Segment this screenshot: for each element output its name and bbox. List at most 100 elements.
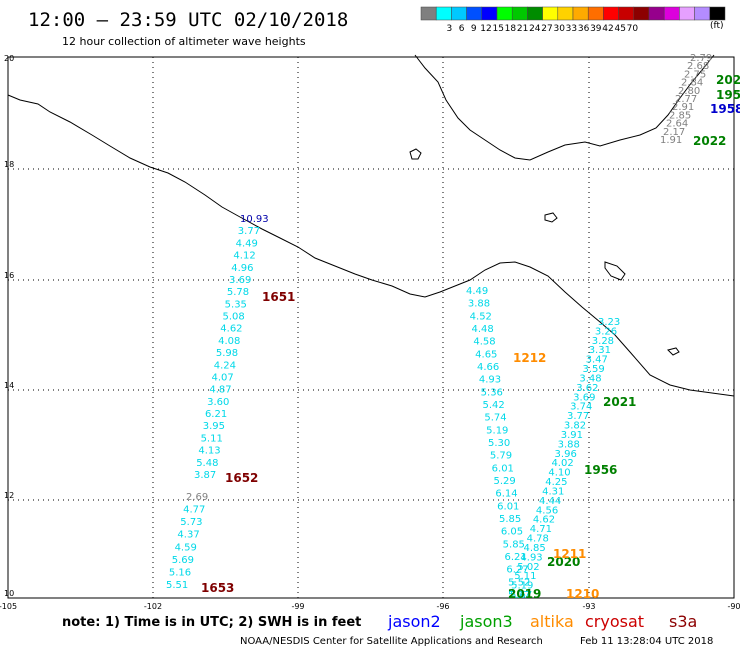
swh-value: 4.37 [177,530,199,541]
colorbar-label: 15 [492,24,503,34]
graticule [8,57,734,598]
colorbar-swatch [572,6,589,21]
lat-tick-label: 20 [4,54,14,63]
colorbar-swatch [435,6,452,21]
pass-time-label: 1211 [553,547,586,561]
swh-value: 6.21 [505,552,527,563]
swh-value: 3.48 [579,373,601,384]
pass-time-label: 1212 [513,351,546,365]
footer-credit: NOAA/NESDIS Center for Satellite Applica… [240,636,543,647]
swh-value: 4.85 [524,543,546,554]
pass-time-label: 1956 [584,463,617,477]
legend-jason3: jason3 [459,612,513,631]
swh-value: 6.01 [497,501,519,512]
colorbar-unit: (ft) [710,21,724,31]
swh-value: 2.77 [675,94,697,105]
swh-value: 3.69 [229,275,251,286]
swh-value: 6.27 [506,565,528,576]
colorbar-label: 27 [541,24,552,34]
colorbar-label: 12 [480,24,491,34]
swh-value: 3.95 [203,421,225,432]
swh-value: 4.65 [475,349,497,360]
footer-timestamp: Feb 11 13:28:04 UTC 2018 [580,636,713,647]
pass-time-label: 1210 [566,587,599,601]
swh-value: 4.93 [520,552,542,563]
swh-value: 4.12 [233,251,255,262]
swh-value: 5.27 [508,590,530,601]
swh-value: 5.48 [196,458,218,469]
colorbar-label: 70 [627,24,639,34]
colorbar-swatch [618,6,635,21]
swh-value: 1.91 [660,135,682,146]
colorbar-swatch [542,6,559,21]
map-frame [7,56,735,599]
swh-value: 2.69 [186,492,208,503]
swh-value: 4.44 [539,496,561,507]
footer-note: note: 1) Time is in UTC; 2) SWH is in fe… [62,615,361,630]
legend-jason2: jason2 [387,612,441,631]
colorbar-label: 18 [505,24,517,34]
island-3 [604,261,626,281]
colorbar-swatch [511,6,528,21]
swh-value: 2.17 [663,127,685,138]
colorbar-swatch [709,6,726,21]
swh-value: 3.88 [468,299,490,310]
swh-value: 2.91 [672,102,694,113]
colorbar-label: 42 [602,24,613,34]
swh-value: 6.21 [205,409,227,420]
colorbar-swatch [633,6,650,21]
swh-value: 4.07 [212,372,234,383]
colorbar-swatch [481,6,498,21]
colorbar-label: 39 [590,24,602,34]
pass-time-label: 2019 [508,587,541,601]
colorbar-swatch [648,6,665,21]
swh-value: 5.36 [481,387,503,398]
swh-value: 5.42 [483,400,505,411]
altimeter-tracks: 10.933.774.494.124.963.695.785.355.084.6… [166,53,712,601]
swh-value: 4.08 [218,336,240,347]
swh-value: 6.05 [501,527,523,538]
swh-value: 5.79 [490,451,512,462]
swh-value: 3.88 [558,439,580,450]
swh-value: 4.48 [472,324,494,335]
swh-value: 4.59 [175,542,197,553]
swh-value: 5.19 [511,581,533,592]
colorbar-swatch [496,6,513,21]
swh-value: 4.87 [209,385,231,396]
swh-value: 4.52 [470,311,492,322]
pass-time-label: 1958 [710,102,740,116]
pass-time-label: 1652 [225,471,258,485]
swh-value: 4.49 [236,238,258,249]
colorbar-label: 21 [517,24,528,34]
colorbar-swatch [663,6,680,21]
colorbar-swatch [603,6,619,21]
legend-altika: altika [530,612,574,631]
map-subtitle: 12 hour collection of altimeter wave hei… [62,35,306,48]
swh-value: 2.84 [681,78,703,89]
swh-value: 5.74 [484,413,506,424]
lat-tick-label: 10 [4,589,14,598]
swh-value: 5.85 [499,514,521,525]
lon-tick-label: -96 [436,602,449,611]
swh-value: 4.77 [183,505,205,516]
lon-tick-label: -99 [291,602,304,611]
latitude-labels: 20 18 16 14 12 10 [4,54,14,598]
colorbar-label: 6 [459,24,465,34]
pass-time-label: 2022 [693,134,726,148]
swh-value: 4.93 [479,375,501,386]
pass-time-label: 1653 [201,581,234,595]
pass-time-label: 195 [716,88,740,102]
coastline [7,54,735,397]
swh-value: 3.28 [592,336,614,347]
mexico-pacific-coast [7,94,735,397]
swh-value: 5.85 [503,539,525,550]
colorbar-label: 3 [447,24,453,34]
swh-value: 5.69 [172,555,194,566]
swh-value: 4.66 [477,362,499,373]
swh-value: 5.19 [486,425,508,436]
swh-value: 2.85 [669,110,691,121]
colorbar-swatch [679,6,695,21]
swh-value: 3.87 [194,470,216,481]
swh-value: 3.26 [595,326,617,337]
pass-time-label: 202 [716,73,740,87]
